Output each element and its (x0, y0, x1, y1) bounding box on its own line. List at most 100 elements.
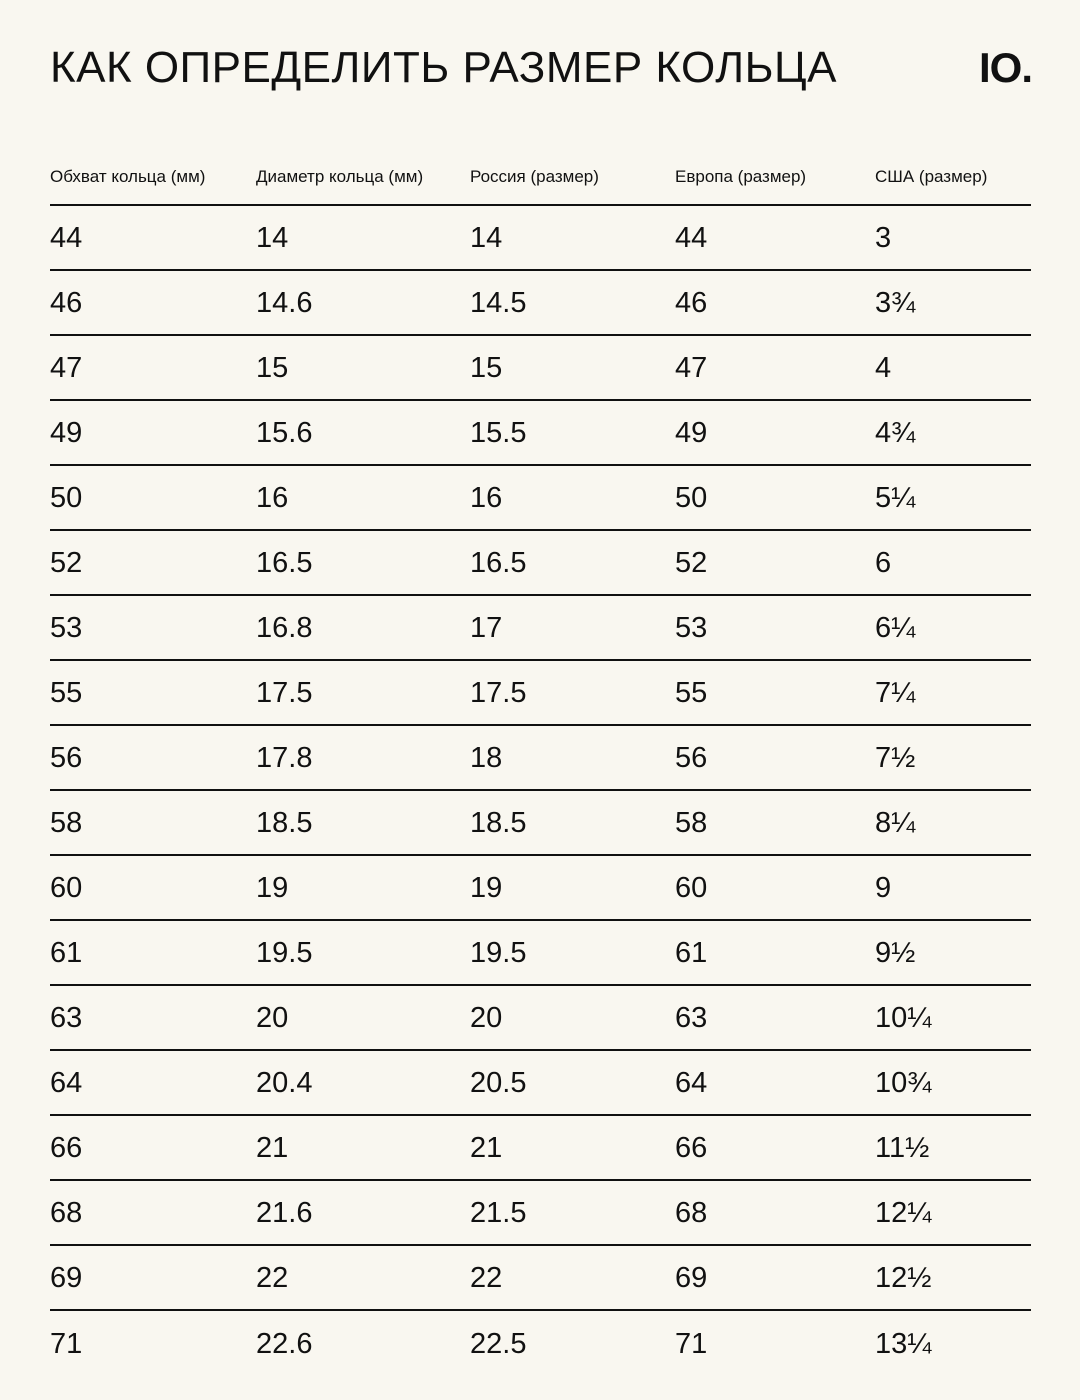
cell-usa-size: 9 (875, 871, 892, 904)
header-europe-size: Европа (размер) (675, 167, 807, 186)
table-row: 56 17.8 18 56 7½ (50, 726, 1031, 791)
table-row: 55 17.5 17.5 55 7¼ (50, 661, 1031, 726)
cell-russia-size: 15.5 (470, 416, 527, 449)
cell-diameter: 15.6 (256, 416, 313, 449)
cell-diameter: 17.8 (256, 741, 313, 774)
cell-europe-size: 56 (675, 741, 708, 774)
table-header-row: Обхват кольца (мм) Диаметр кольца (мм) Р… (50, 150, 1031, 206)
cell-europe-size: 50 (675, 481, 708, 514)
cell-circumference: 49 (50, 416, 83, 449)
table-row: 44 14 14 44 3 (50, 206, 1031, 271)
table-row: 61 19.5 19.5 61 9½ (50, 921, 1031, 986)
cell-usa-size: 11½ (875, 1131, 930, 1164)
cell-usa-size: 6¼ (875, 611, 916, 644)
table-row: 71 22.6 22.5 71 13¼ (50, 1311, 1031, 1376)
cell-circumference: 46 (50, 286, 83, 319)
cell-russia-size: 21 (470, 1131, 503, 1164)
cell-russia-size: 18 (470, 741, 503, 774)
cell-circumference: 50 (50, 481, 83, 514)
table-row: 46 14.6 14.5 46 3¾ (50, 271, 1031, 336)
cell-diameter: 21 (256, 1131, 289, 1164)
cell-usa-size: 13¼ (875, 1327, 932, 1360)
cell-usa-size: 7¼ (875, 676, 916, 709)
cell-russia-size: 18.5 (470, 806, 527, 839)
cell-usa-size: 7½ (875, 741, 916, 774)
cell-diameter: 19 (256, 871, 289, 904)
table-row: 52 16.5 16.5 52 6 (50, 531, 1031, 596)
cell-circumference: 53 (50, 611, 83, 644)
cell-europe-size: 69 (675, 1261, 708, 1294)
cell-russia-size: 14.5 (470, 286, 527, 319)
table-row: 68 21.6 21.5 68 12¼ (50, 1181, 1031, 1246)
table-row: 50 16 16 50 5¼ (50, 466, 1031, 531)
cell-usa-size: 10¼ (875, 1001, 932, 1034)
cell-russia-size: 20 (470, 1001, 503, 1034)
table-row: 47 15 15 47 4 (50, 336, 1031, 401)
cell-europe-size: 52 (675, 546, 708, 579)
cell-usa-size: 4 (875, 351, 892, 384)
table-row: 58 18.5 18.5 58 8¼ (50, 791, 1031, 856)
header-usa-size: США (размер) (875, 167, 988, 186)
cell-europe-size: 58 (675, 806, 708, 839)
cell-russia-size: 22 (470, 1261, 503, 1294)
cell-diameter: 17.5 (256, 676, 313, 709)
cell-russia-size: 17.5 (470, 676, 527, 709)
cell-usa-size: 5¼ (875, 481, 916, 514)
cell-russia-size: 14 (470, 221, 503, 254)
cell-europe-size: 64 (675, 1066, 708, 1099)
cell-russia-size: 16.5 (470, 546, 527, 579)
table-row: 60 19 19 60 9 (50, 856, 1031, 921)
cell-usa-size: 12½ (875, 1261, 932, 1294)
cell-europe-size: 68 (675, 1196, 708, 1229)
cell-diameter: 22 (256, 1261, 289, 1294)
table-row: 66 21 21 66 11½ (50, 1116, 1031, 1181)
cell-russia-size: 16 (470, 481, 503, 514)
cell-russia-size: 19.5 (470, 936, 527, 969)
cell-diameter: 20 (256, 1001, 289, 1034)
cell-circumference: 55 (50, 676, 83, 709)
cell-diameter: 15 (256, 351, 289, 384)
cell-europe-size: 55 (675, 676, 708, 709)
table-row: 53 16.8 17 53 6¼ (50, 596, 1031, 661)
cell-europe-size: 71 (675, 1327, 708, 1360)
ring-size-table: Обхват кольца (мм) Диаметр кольца (мм) Р… (50, 150, 1031, 1376)
cell-diameter: 20.4 (256, 1066, 313, 1099)
table-row: 64 20.4 20.5 64 10¾ (50, 1051, 1031, 1116)
table-row: 49 15.6 15.5 49 4¾ (50, 401, 1031, 466)
table-row: 69 22 22 69 12½ (50, 1246, 1031, 1311)
cell-europe-size: 60 (675, 871, 708, 904)
header-circumference: Обхват кольца (мм) (50, 167, 206, 186)
header-diameter: Диаметр кольца (мм) (256, 167, 424, 186)
page-title: КАК ОПРЕДЕЛИТЬ РАЗМЕР КОЛЬЦА (50, 43, 837, 92)
cell-circumference: 60 (50, 871, 83, 904)
cell-diameter: 14.6 (256, 286, 313, 319)
cell-diameter: 18.5 (256, 806, 313, 839)
cell-circumference: 56 (50, 741, 83, 774)
header-russia-size: Россия (размер) (470, 167, 599, 186)
cell-usa-size: 3 (875, 221, 892, 254)
cell-russia-size: 17 (470, 611, 503, 644)
cell-circumference: 52 (50, 546, 83, 579)
cell-circumference: 64 (50, 1066, 83, 1099)
cell-diameter: 16 (256, 481, 289, 514)
cell-usa-size: 12¼ (875, 1196, 932, 1229)
cell-europe-size: 66 (675, 1131, 708, 1164)
cell-russia-size: 20.5 (470, 1066, 527, 1099)
cell-circumference: 63 (50, 1001, 83, 1034)
cell-europe-size: 63 (675, 1001, 708, 1034)
cell-europe-size: 47 (675, 351, 708, 384)
cell-diameter: 14 (256, 221, 289, 254)
cell-diameter: 21.6 (256, 1196, 313, 1229)
cell-europe-size: 61 (675, 936, 708, 969)
cell-circumference: 68 (50, 1196, 83, 1229)
cell-circumference: 58 (50, 806, 83, 839)
cell-usa-size: 6 (875, 546, 892, 579)
cell-diameter: 19.5 (256, 936, 313, 969)
cell-circumference: 44 (50, 221, 83, 254)
cell-russia-size: 15 (470, 351, 503, 384)
cell-circumference: 61 (50, 936, 83, 969)
cell-russia-size: 22.5 (470, 1327, 527, 1360)
cell-circumference: 66 (50, 1131, 83, 1164)
cell-circumference: 47 (50, 351, 83, 384)
cell-russia-size: 19 (470, 871, 503, 904)
